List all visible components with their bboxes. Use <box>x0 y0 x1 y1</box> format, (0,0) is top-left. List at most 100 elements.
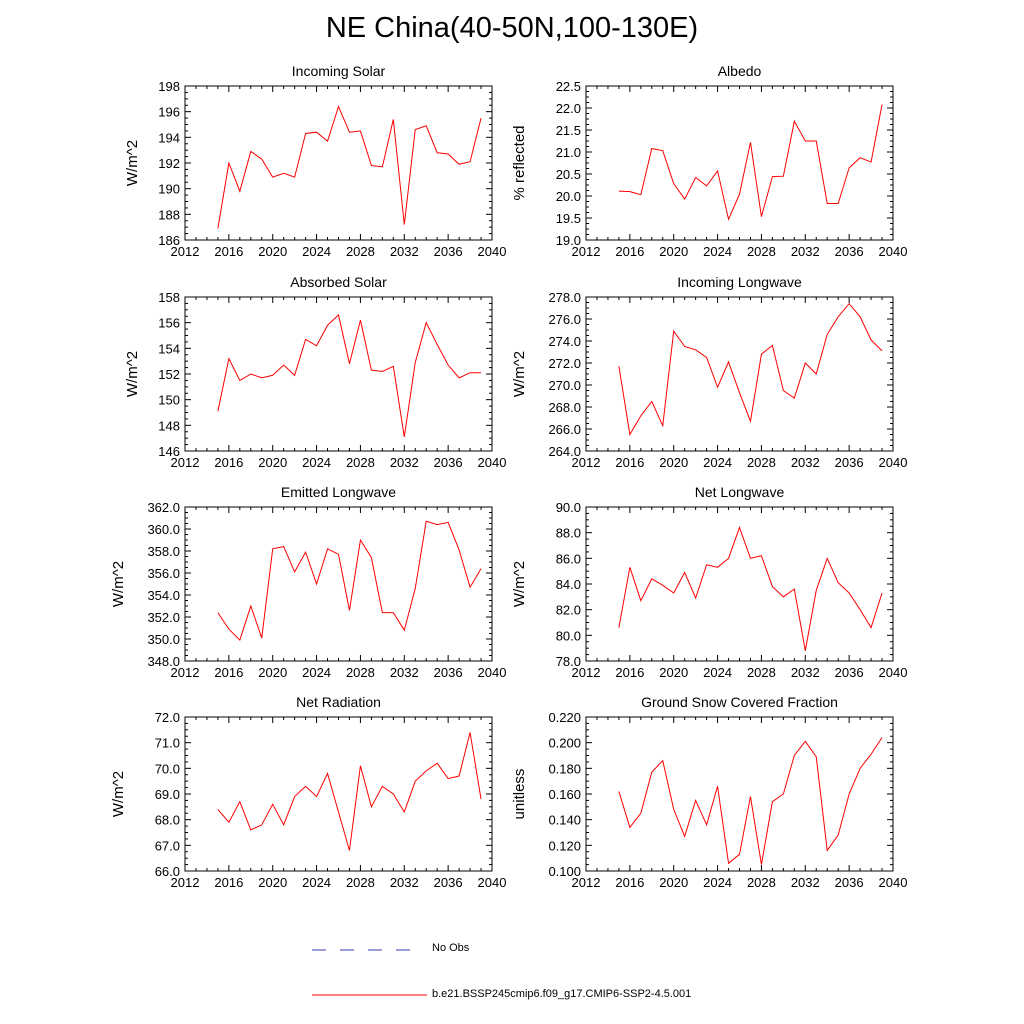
x-tick-label: 2020 <box>659 455 688 470</box>
y-axis-label: unitless <box>511 769 528 820</box>
x-tick-label: 2016 <box>214 875 243 890</box>
y-tick-label: 194 <box>158 130 180 145</box>
x-tick-label: 2024 <box>302 875 331 890</box>
x-tick-label: 2016 <box>214 665 243 680</box>
panel-incoming-longwave: 2012 2016 2020 2024 2028 2032 2036 2040 264.0 266… <box>511 274 907 470</box>
x-tick-label: 2032 <box>390 455 419 470</box>
plot-frame <box>585 506 894 662</box>
x-tick-label: 2012 <box>572 455 601 470</box>
x-tick-label: 2028 <box>346 665 375 680</box>
panel-title: Incoming Longwave <box>677 274 802 290</box>
y-tick-label: 0.160 <box>548 787 581 802</box>
figure-title: NE China(40-50N,100-130E) <box>325 12 699 44</box>
x-tick-label: 2028 <box>346 455 375 470</box>
x-tick-label: 2036 <box>434 244 463 259</box>
x-tick-label: 2036 <box>434 665 463 680</box>
y-tick-label: 90.0 <box>556 500 581 515</box>
x-tick-label: 2040 <box>879 455 908 470</box>
x-tick-label: 2016 <box>214 455 243 470</box>
x-tick-label: 2024 <box>703 455 732 470</box>
y-tick-label: 150 <box>158 393 180 408</box>
x-tick-label: 2020 <box>659 244 688 259</box>
panel-title: Ground Snow Covered Fraction <box>641 694 838 710</box>
y-tick-label: 192 <box>158 156 180 171</box>
x-tick-label: 2036 <box>835 244 864 259</box>
y-tick-label: 358.0 <box>147 544 180 559</box>
plot-frame <box>184 85 493 241</box>
y-tick-label: 0.120 <box>548 838 581 853</box>
series-line <box>217 314 482 437</box>
y-tick-label: 82.0 <box>556 603 581 618</box>
x-tick-label: 2040 <box>478 665 507 680</box>
y-tick-label: 264.0 <box>548 444 581 459</box>
y-tick-label: 84.0 <box>556 577 581 592</box>
y-tick-label: 21.5 <box>556 123 581 138</box>
y-tick-label: 196 <box>158 105 180 120</box>
y-tick-label: 0.180 <box>548 761 581 776</box>
y-tick-label: 278.0 <box>548 290 581 305</box>
y-tick-label: 154 <box>158 341 180 356</box>
legend-obs-label: No Obs <box>432 942 470 954</box>
x-tick-label: 2020 <box>258 244 287 259</box>
plot-frame <box>585 85 894 241</box>
panel-title: Incoming Solar <box>292 63 386 79</box>
y-tick-label: 0.220 <box>548 710 581 725</box>
plot-frame <box>585 716 894 872</box>
x-tick-label: 2012 <box>171 244 200 259</box>
y-tick-label: 352.0 <box>147 610 180 625</box>
series-line <box>618 526 883 651</box>
y-tick-label: 274.0 <box>548 334 581 349</box>
legend-model-swatch <box>312 994 427 996</box>
y-tick-label: 186 <box>158 233 180 248</box>
y-axis-label: W/m^2 <box>511 561 528 607</box>
plot-frame <box>184 506 493 662</box>
x-tick-label: 2028 <box>346 244 375 259</box>
x-tick-label: 2040 <box>478 455 507 470</box>
y-tick-label: 360.0 <box>147 522 180 537</box>
x-tick-label: 2020 <box>258 665 287 680</box>
y-tick-label: 70.0 <box>155 761 180 776</box>
legend-obs-swatch <box>312 949 422 951</box>
y-tick-label: 356.0 <box>147 566 180 581</box>
y-tick-label: 152 <box>158 367 180 382</box>
y-tick-label: 86.0 <box>556 551 581 566</box>
x-tick-label: 2024 <box>703 665 732 680</box>
panel-incoming-solar: 2012 2016 2020 2024 2028 2032 2036 2040 186 188 19… <box>124 63 506 259</box>
panel-emitted-longwave: 2012 2016 2020 2024 2028 2032 2036 2040 348.0 350… <box>110 484 506 680</box>
y-tick-label: 0.100 <box>548 864 581 879</box>
y-tick-label: 19.5 <box>556 211 581 226</box>
panel-title: Absorbed Solar <box>290 274 387 290</box>
x-tick-label: 2040 <box>879 875 908 890</box>
y-tick-label: 22.5 <box>556 79 581 94</box>
x-tick-label: 2036 <box>434 875 463 890</box>
series-line <box>217 105 482 229</box>
panel-title: Emitted Longwave <box>281 484 396 500</box>
x-tick-label: 2032 <box>791 455 820 470</box>
y-tick-label: 188 <box>158 207 180 222</box>
x-tick-label: 2040 <box>478 244 507 259</box>
x-tick-label: 2020 <box>258 455 287 470</box>
x-tick-label: 2016 <box>615 665 644 680</box>
x-tick-label: 2012 <box>171 455 200 470</box>
y-tick-label: 270.0 <box>548 378 581 393</box>
y-tick-label: 20.5 <box>556 167 581 182</box>
y-tick-label: 350.0 <box>147 632 180 647</box>
x-tick-label: 2024 <box>302 665 331 680</box>
y-tick-label: 80.0 <box>556 628 581 643</box>
x-tick-label: 2032 <box>791 665 820 680</box>
y-tick-label: 148 <box>158 418 180 433</box>
y-axis-label: W/m^2 <box>511 351 528 397</box>
y-tick-label: 156 <box>158 316 180 331</box>
x-tick-label: 2040 <box>879 244 908 259</box>
y-tick-label: 68.0 <box>155 813 180 828</box>
y-tick-label: 272.0 <box>548 356 581 371</box>
x-tick-label: 2016 <box>615 244 644 259</box>
y-tick-label: 158 <box>158 290 180 305</box>
x-tick-label: 2024 <box>703 875 732 890</box>
series-line <box>217 732 482 851</box>
x-tick-label: 2024 <box>302 455 331 470</box>
y-tick-label: 20.0 <box>556 189 581 204</box>
y-tick-label: 348.0 <box>147 654 180 669</box>
y-tick-label: 146 <box>158 444 180 459</box>
